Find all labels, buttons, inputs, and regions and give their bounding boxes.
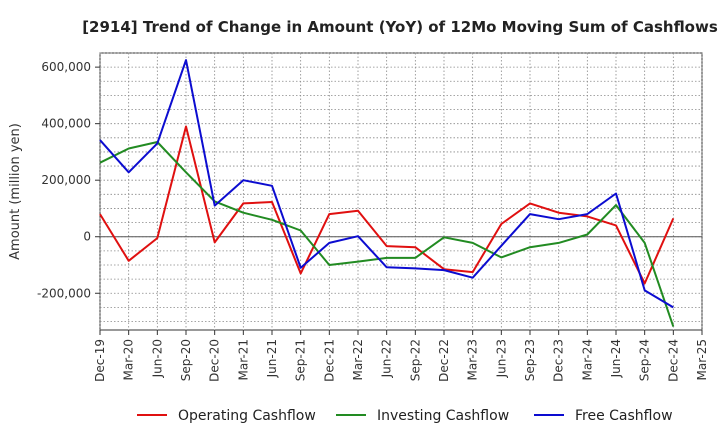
series-line-free-cashflow	[99, 59, 674, 309]
x-tick-label: Jun-20	[150, 339, 164, 378]
x-tick-label: Dec-24	[666, 339, 680, 382]
x-tick-label: Dec-23	[552, 339, 566, 382]
x-tick-label: Mar-23	[466, 339, 480, 380]
y-tick-label: 400,000	[41, 117, 91, 131]
plot-frame	[99, 52, 703, 331]
series-line-investing-cashflow	[99, 141, 675, 327]
x-tick-label: Jun-21	[265, 339, 279, 378]
chart-title: [2914] Trend of Change in Amount (YoY) o…	[82, 18, 718, 36]
x-tick-label: Mar-25	[695, 339, 709, 380]
x-tick-label: Jun-23	[494, 339, 508, 378]
x-tick-label: Dec-20	[208, 339, 222, 382]
x-tick-label: Mar-22	[351, 339, 365, 380]
x-tick-label: Sep-24	[638, 339, 652, 381]
y-tick-label: -200,000	[37, 286, 91, 300]
x-tick-label: Dec-19	[93, 339, 107, 382]
x-tick-label: Sep-21	[294, 339, 308, 381]
x-tick-label: Mar-24	[580, 339, 594, 380]
x-tick-label: Jun-24	[609, 339, 623, 378]
x-tick-label: Jun-22	[380, 339, 394, 378]
legend: Operating Cashflow Investing Cashflow Free…	[137, 408, 673, 424]
plot-area: -200,000 0 200,000 400,000 600,000 Dec-19 Mar-…	[37, 52, 709, 382]
x-tick-label: Mar-21	[236, 339, 250, 380]
x-tick-label: Dec-21	[322, 339, 336, 382]
y-tick-label: 200,000	[41, 173, 91, 187]
y-tick-label: 0	[83, 230, 91, 244]
x-tick-label: Sep-20	[179, 339, 193, 381]
legend-label: Investing Cashflow	[377, 408, 509, 424]
x-tick-label: Sep-23	[523, 339, 537, 381]
x-tick-label: Sep-22	[408, 339, 422, 381]
y-axis-label: Amount (million yen)	[8, 123, 23, 260]
x-tick-label: Dec-22	[437, 339, 451, 382]
legend-label: Free Cashflow	[575, 408, 673, 424]
legend-label: Operating Cashflow	[178, 408, 316, 424]
y-tick-label: 600,000	[41, 60, 91, 74]
x-tick-label: Mar-20	[122, 339, 136, 380]
